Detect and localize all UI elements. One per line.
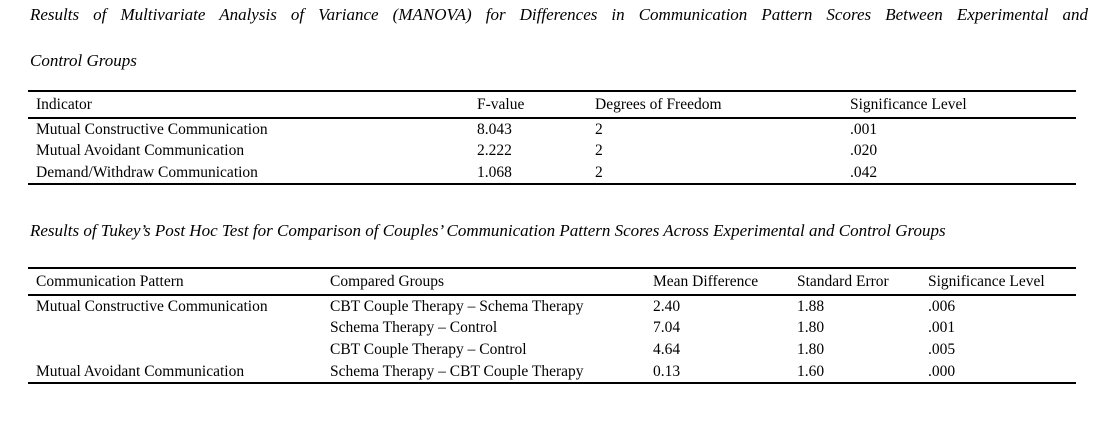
col-header-compared-groups: Compared Groups	[330, 272, 445, 290]
cell-df: 2	[595, 163, 603, 181]
col-header-mean-difference: Mean Difference	[653, 272, 759, 290]
cell-mean-diff: 4.64	[653, 341, 681, 358]
col-header-communication-pattern: Communication Pattern	[36, 272, 184, 290]
cell-mean-diff: 0.13	[653, 362, 681, 380]
manova-header-row: Indicator F-value Degrees of Freedom Sig…	[28, 91, 1076, 118]
col-header-degrees-of-freedom: Degrees of Freedom	[595, 95, 722, 113]
cell-f-value: 1.068	[477, 163, 512, 181]
manova-caption-line1: Results of Multivariate Analysis of Vari…	[30, 5, 1088, 24]
cell-pattern	[28, 339, 322, 361]
cell-std-err: 1.80	[797, 319, 825, 336]
manova-caption-line2: Control Groups	[30, 51, 137, 70]
table-row: CBT Couple Therapy – Control 4.64 1.80 .…	[28, 339, 1076, 361]
cell-groups: CBT Couple Therapy – Schema Therapy	[330, 297, 584, 315]
manova-table: Indicator F-value Degrees of Freedom Sig…	[28, 90, 1076, 185]
cell-sig: .001	[928, 319, 956, 336]
table-row: Demand/Withdraw Communication 1.068 2 .0…	[28, 162, 1076, 184]
cell-std-err: 1.88	[797, 297, 825, 315]
cell-f-value: 8.043	[477, 120, 512, 138]
cell-sig: .020	[850, 142, 878, 159]
cell-pattern	[28, 317, 322, 339]
cell-sig: .001	[850, 120, 878, 138]
cell-sig: .042	[850, 163, 878, 181]
cell-groups: CBT Couple Therapy – Control	[330, 341, 527, 358]
cell-df: 2	[595, 120, 603, 138]
table-row: Schema Therapy – Control 7.04 1.80 .001	[28, 317, 1076, 339]
tukey-table-caption: Results of Tukey’s Post Hoc Test for Com…	[30, 221, 946, 240]
cell-indicator: Demand/Withdraw Communication	[36, 163, 258, 181]
cell-indicator: Mutual Constructive Communication	[36, 120, 268, 138]
cell-indicator: Mutual Avoidant Communication	[36, 142, 245, 159]
table-row: Mutual Constructive Communication 8.043 …	[28, 118, 1076, 140]
cell-mean-diff: 7.04	[653, 319, 681, 336]
cell-mean-diff: 2.40	[653, 297, 681, 315]
col-header-significance-level: Significance Level	[928, 272, 1045, 290]
cell-sig: .005	[928, 341, 956, 358]
cell-groups: Schema Therapy – Control	[330, 319, 498, 336]
cell-df: 2	[595, 142, 603, 159]
col-header-f-value: F-value	[477, 95, 525, 113]
cell-sig: .006	[928, 297, 956, 315]
manova-table-caption: Results of Multivariate Analysis of Vari…	[30, 3, 1088, 73]
cell-groups: Schema Therapy – CBT Couple Therapy	[330, 362, 584, 380]
tukey-table: Communication Pattern Compared Groups Me…	[28, 267, 1076, 384]
col-header-indicator: Indicator	[36, 95, 92, 113]
cell-std-err: 1.60	[797, 362, 825, 380]
cell-sig: .000	[928, 362, 956, 380]
col-header-significance-level: Significance Level	[850, 95, 967, 113]
table-row: Mutual Avoidant Communication Schema The…	[28, 361, 1076, 383]
col-header-standard-error: Standard Error	[797, 272, 889, 290]
cell-std-err: 1.80	[797, 341, 825, 358]
cell-pattern: Mutual Avoidant Communication	[36, 362, 245, 380]
cell-f-value: 2.222	[477, 142, 512, 159]
table-row: Mutual Constructive Communication CBT Co…	[28, 295, 1076, 317]
cell-pattern: Mutual Constructive Communication	[36, 297, 268, 315]
tukey-header-row: Communication Pattern Compared Groups Me…	[28, 268, 1076, 295]
table-row: Mutual Avoidant Communication 2.222 2 .0…	[28, 140, 1076, 162]
